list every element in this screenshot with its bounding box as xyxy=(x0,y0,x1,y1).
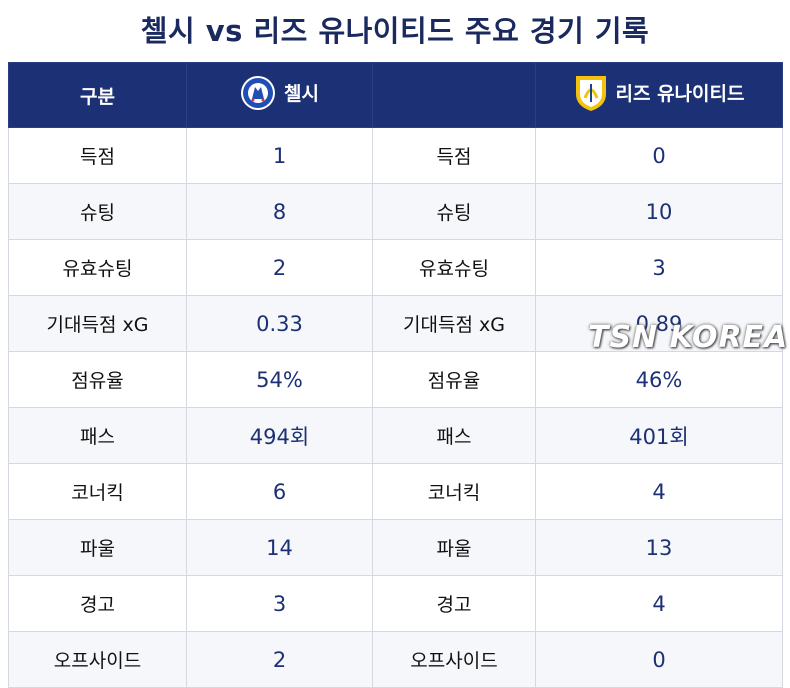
stat-row: 경고 3 경고 4 xyxy=(8,575,783,632)
home-stat-label: 유효슈팅 xyxy=(8,239,187,296)
home-stat-label: 파울 xyxy=(8,519,187,576)
header-category: 구분 xyxy=(8,62,187,128)
away-stat-label: 유효슈팅 xyxy=(372,239,536,296)
home-stat-value: 6 xyxy=(186,463,373,520)
away-stat-label: 기대득점 xG xyxy=(372,295,536,352)
away-stat-label: 득점 xyxy=(372,127,536,184)
away-stat-value: 401회 xyxy=(535,407,783,464)
stat-row: 점유율 54% 점유율 46% xyxy=(8,351,783,408)
header-row: 구분 첼시 리즈 유나이티드 xyxy=(8,62,783,128)
home-stat-value: 1 xyxy=(186,127,373,184)
home-stat-value: 3 xyxy=(186,575,373,632)
home-stat-value: 0.33 xyxy=(186,295,373,352)
header-blank xyxy=(372,62,536,128)
away-stat-value: 4 xyxy=(535,463,783,520)
stat-row: 파울 14 파울 13 xyxy=(8,519,783,576)
away-stat-label: 슈팅 xyxy=(372,183,536,240)
home-stat-label: 점유율 xyxy=(8,351,187,408)
away-team-name: 리즈 유나이티드 xyxy=(615,83,745,105)
away-stat-value: 0 xyxy=(535,631,783,688)
stat-row: 패스 494회 패스 401회 xyxy=(8,407,783,464)
home-stat-label: 오프사이드 xyxy=(8,631,187,688)
stat-row: 슈팅 8 슈팅 10 xyxy=(8,183,783,240)
home-stat-label: 코너킥 xyxy=(8,463,187,520)
stat-row: 오프사이드 2 오프사이드 0 xyxy=(8,631,783,688)
stat-row: 득점 1 득점 0 xyxy=(8,127,783,184)
home-stat-value: 494회 xyxy=(186,407,373,464)
home-team-name: 첼시 xyxy=(284,83,319,105)
title: 첼시 vs 리즈 유나이티드 주요 경기 기록 xyxy=(140,14,650,48)
header-home: 첼시 xyxy=(186,62,373,128)
away-stat-label: 경고 xyxy=(372,575,536,632)
home-stat-value: 2 xyxy=(186,239,373,296)
away-stat-value: 4 xyxy=(535,575,783,632)
home-stat-label: 득점 xyxy=(8,127,187,184)
away-stat-value: 3 xyxy=(535,239,783,296)
home-stat-value: 14 xyxy=(186,519,373,576)
away-stat-value: 10 xyxy=(535,183,783,240)
watermark: TSN KOREA xyxy=(588,320,789,355)
stat-row: 기대득점 xG 0.33 기대득점 xG 0.89 xyxy=(8,295,783,352)
chelsea-logo xyxy=(241,75,276,110)
away-stat-value: 0.89 xyxy=(535,295,783,352)
leeds-logo xyxy=(575,75,606,111)
away-stat-label: 오프사이드 xyxy=(372,631,536,688)
home-stat-value: 2 xyxy=(186,631,373,688)
away-stat-value: 46% xyxy=(535,351,783,408)
away-stat-label: 점유율 xyxy=(372,351,536,408)
away-stat-label: 코너킥 xyxy=(372,463,536,520)
away-stat-label: 패스 xyxy=(372,407,536,464)
home-stat-label: 기대득점 xG xyxy=(8,295,187,352)
home-stat-label: 슈팅 xyxy=(8,183,187,240)
home-stat-label: 경고 xyxy=(8,575,187,632)
home-stat-value: 54% xyxy=(186,351,373,408)
header-away: 리즈 유나이티드 xyxy=(535,62,783,128)
stat-row: 코너킥 6 코너킥 4 xyxy=(8,463,783,520)
home-stat-value: 8 xyxy=(186,183,373,240)
stats-table: 구분 첼시 리즈 유나이티드 득점 1 득점 0 슈팅 8 슈팅 10 유효슈팅 2 유효슈팅 3 기대 xyxy=(8,62,783,688)
away-stat-value: 0 xyxy=(535,127,783,184)
home-stat-label: 패스 xyxy=(8,407,187,464)
away-stat-value: 13 xyxy=(535,519,783,576)
stat-row: 유효슈팅 2 유효슈팅 3 xyxy=(8,239,783,296)
away-stat-label: 파울 xyxy=(372,519,536,576)
